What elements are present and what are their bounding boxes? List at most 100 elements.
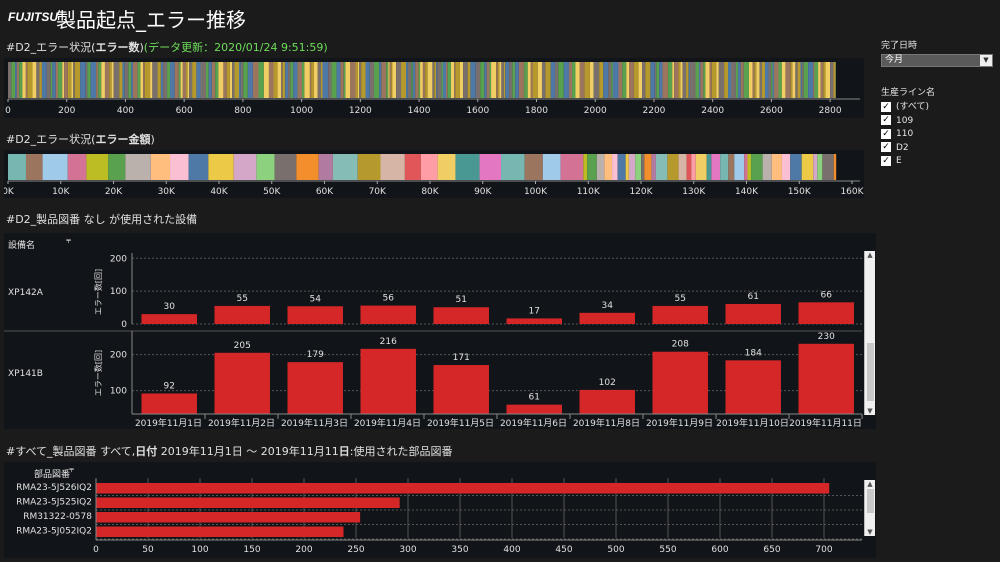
- stack-segment[interactable]: [67, 154, 87, 180]
- stack-segment[interactable]: [668, 62, 673, 98]
- stack-segment[interactable]: [434, 62, 437, 98]
- stack-segment[interactable]: [27, 62, 33, 98]
- bar[interactable]: [433, 307, 489, 324]
- stack-segment[interactable]: [512, 62, 516, 98]
- stack-segment[interactable]: [656, 62, 660, 98]
- stack-segment[interactable]: [357, 154, 381, 180]
- stack-segment[interactable]: [205, 62, 209, 98]
- bar[interactable]: [96, 512, 361, 523]
- stack-segment[interactable]: [392, 62, 397, 98]
- stack-segment[interactable]: [603, 62, 609, 98]
- stack-segment[interactable]: [196, 62, 201, 98]
- stack-segment[interactable]: [442, 62, 446, 98]
- stack-segment[interactable]: [374, 62, 380, 98]
- stack-segment[interactable]: [361, 62, 366, 98]
- stack-segment[interactable]: [756, 62, 760, 98]
- stack-segment[interactable]: [617, 154, 626, 180]
- stack-segment[interactable]: [427, 62, 433, 98]
- stack-segment[interactable]: [104, 62, 110, 98]
- stack-segment[interactable]: [618, 62, 623, 98]
- stack-segment[interactable]: [140, 62, 144, 98]
- stack-segment[interactable]: [192, 62, 197, 98]
- stack-segment[interactable]: [470, 62, 476, 98]
- stack-segment[interactable]: [503, 62, 506, 98]
- stack-segment[interactable]: [813, 62, 815, 98]
- stack-segment[interactable]: [642, 62, 646, 98]
- stack-segment[interactable]: [711, 62, 717, 98]
- bar[interactable]: [287, 306, 343, 324]
- error-count-stacked-bar[interactable]: 0 200 400 600 800 1000 1200 1400 1600 1800 2000 220…: [4, 58, 864, 118]
- scroll-up-icon[interactable]: ▲: [867, 480, 873, 488]
- bar[interactable]: [725, 303, 781, 324]
- stack-segment[interactable]: [731, 62, 736, 98]
- stack-segment[interactable]: [380, 154, 405, 180]
- stack-segment[interactable]: [604, 154, 613, 180]
- stack-segment[interactable]: [401, 62, 407, 98]
- stack-segment[interactable]: [55, 62, 59, 98]
- stack-segment[interactable]: [550, 62, 555, 98]
- stack-segment[interactable]: [830, 62, 834, 98]
- stack-segment[interactable]: [128, 62, 132, 98]
- stack-segment[interactable]: [635, 154, 642, 180]
- stack-segment[interactable]: [743, 62, 749, 98]
- stack-segment[interactable]: [817, 154, 823, 180]
- stack-segment[interactable]: [781, 154, 791, 180]
- stack-segment[interactable]: [322, 62, 329, 98]
- stack-segment[interactable]: [318, 154, 333, 180]
- stack-segment[interactable]: [420, 62, 423, 98]
- stack-segment[interactable]: [790, 154, 802, 180]
- stack-segment[interactable]: [558, 62, 564, 98]
- stack-segment[interactable]: [790, 62, 793, 98]
- stack-segment[interactable]: [625, 154, 629, 180]
- stack-segment[interactable]: [277, 62, 282, 98]
- stack-segment[interactable]: [800, 62, 802, 98]
- stack-segment[interactable]: [215, 62, 219, 98]
- line-option-2[interactable]: ✓ 110: [881, 128, 993, 142]
- stack-segment[interactable]: [73, 62, 75, 98]
- stack-segment[interactable]: [240, 62, 244, 98]
- stack-segment[interactable]: [688, 62, 690, 98]
- stack-segment[interactable]: [19, 62, 23, 98]
- stack-segment[interactable]: [58, 62, 63, 98]
- stack-segment[interactable]: [706, 154, 712, 180]
- stack-segment[interactable]: [189, 62, 193, 98]
- bar[interactable]: [725, 360, 781, 414]
- checkbox-icon[interactable]: ✓: [881, 101, 891, 112]
- bar[interactable]: [652, 351, 708, 414]
- stack-segment[interactable]: [720, 154, 729, 180]
- stack-segment[interactable]: [229, 62, 233, 98]
- stack-segment[interactable]: [436, 62, 438, 98]
- stack-segment[interactable]: [187, 62, 190, 98]
- stack-segment[interactable]: [42, 154, 68, 180]
- stack-segment[interactable]: [247, 62, 253, 98]
- checkbox-icon[interactable]: ✓: [881, 142, 891, 152]
- stack-segment[interactable]: [64, 62, 68, 98]
- stack-segment[interactable]: [479, 154, 502, 180]
- stack-segment[interactable]: [160, 62, 164, 98]
- stack-segment[interactable]: [296, 154, 319, 180]
- stack-segment[interactable]: [340, 62, 344, 98]
- stack-segment[interactable]: [359, 62, 362, 98]
- stack-segment[interactable]: [463, 62, 468, 98]
- stack-segment[interactable]: [357, 62, 360, 98]
- stack-segment[interactable]: [41, 62, 47, 98]
- stack-segment[interactable]: [768, 62, 772, 98]
- bar[interactable]: [579, 312, 635, 324]
- stack-segment[interactable]: [200, 62, 206, 98]
- stack-segment[interactable]: [754, 62, 757, 98]
- stack-segment[interactable]: [157, 62, 161, 98]
- stack-segment[interactable]: [596, 154, 605, 180]
- stack-segment[interactable]: [143, 62, 145, 98]
- stack-segment[interactable]: [406, 62, 408, 98]
- stack-segment[interactable]: [445, 62, 448, 98]
- stack-segment[interactable]: [541, 62, 546, 98]
- stack-segment[interactable]: [686, 62, 689, 98]
- stack-segment[interactable]: [317, 62, 321, 98]
- stack-segment[interactable]: [771, 62, 773, 98]
- stack-segment[interactable]: [425, 62, 428, 98]
- line-option-0[interactable]: ✓ (すべて): [881, 101, 993, 115]
- stack-segment[interactable]: [150, 62, 153, 98]
- stack-segment[interactable]: [131, 62, 133, 98]
- stack-segment[interactable]: [530, 62, 533, 98]
- stack-segment[interactable]: [454, 62, 456, 98]
